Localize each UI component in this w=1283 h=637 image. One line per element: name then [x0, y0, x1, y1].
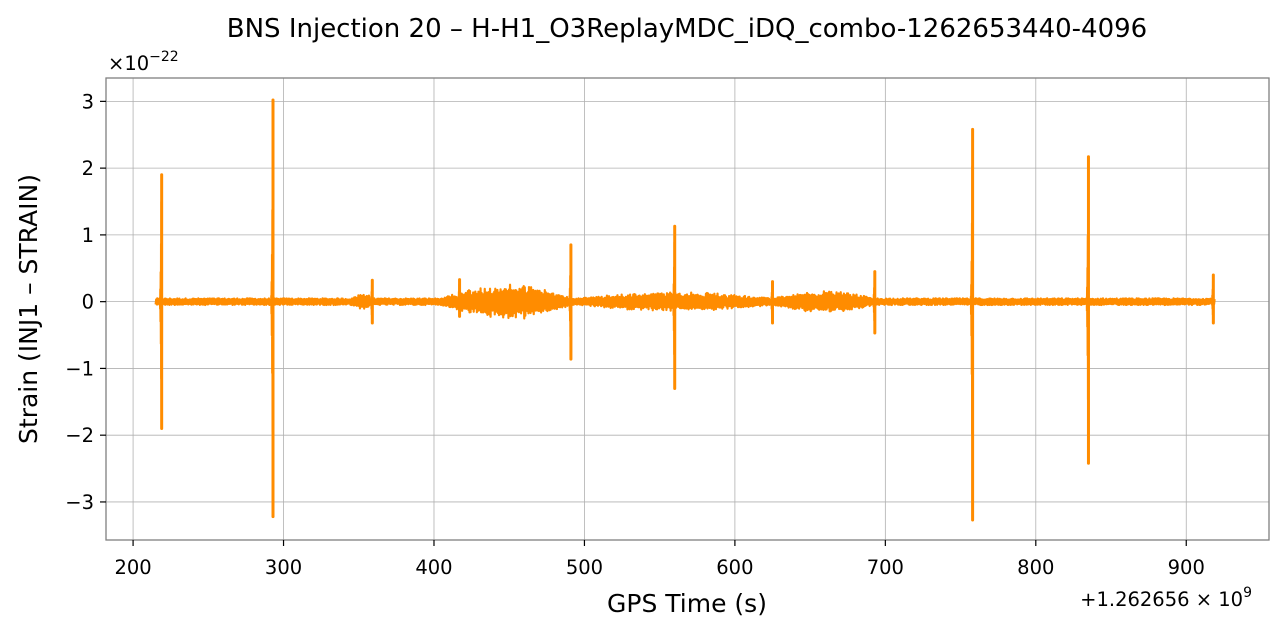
x-tick-label: 400	[415, 556, 452, 579]
y-axis: −3 −2 −1 0 1 2 3	[65, 90, 106, 514]
y-tick-label: 2	[82, 157, 94, 180]
y-tick-label: −3	[65, 491, 94, 514]
x-tick-label: 600	[716, 556, 753, 579]
x-offset-label: +1.262656 × 109	[1080, 585, 1252, 611]
y-axis-label: Strain (INJ1 – STRAIN)	[14, 174, 43, 444]
strain-series-line	[154, 98, 1216, 522]
x-tick-label: 800	[1017, 556, 1054, 579]
x-tick-label: 200	[114, 556, 151, 579]
x-tick-label: 300	[265, 556, 302, 579]
y-tick-label: 1	[82, 224, 94, 247]
plot-frame	[105, 77, 1270, 541]
x-axis-label: GPS Time (s)	[607, 589, 767, 618]
x-axis: 200 300 400 500 600 700 800 900	[114, 540, 1205, 579]
x-tick-label: 700	[867, 556, 904, 579]
x-tick-label: 500	[566, 556, 603, 579]
y-tick-label: 3	[82, 90, 94, 113]
y-tick-label: −1	[65, 357, 94, 380]
y-scale-factor: ×10−22	[108, 49, 179, 75]
x-tick-label: 900	[1168, 556, 1205, 579]
y-tick-label: −2	[65, 424, 94, 447]
y-tick-label: 0	[82, 291, 94, 314]
series-layer	[154, 98, 1216, 522]
chart-title: BNS Injection 20 – H-H1_O3ReplayMDC_iDQ_…	[227, 14, 1147, 44]
